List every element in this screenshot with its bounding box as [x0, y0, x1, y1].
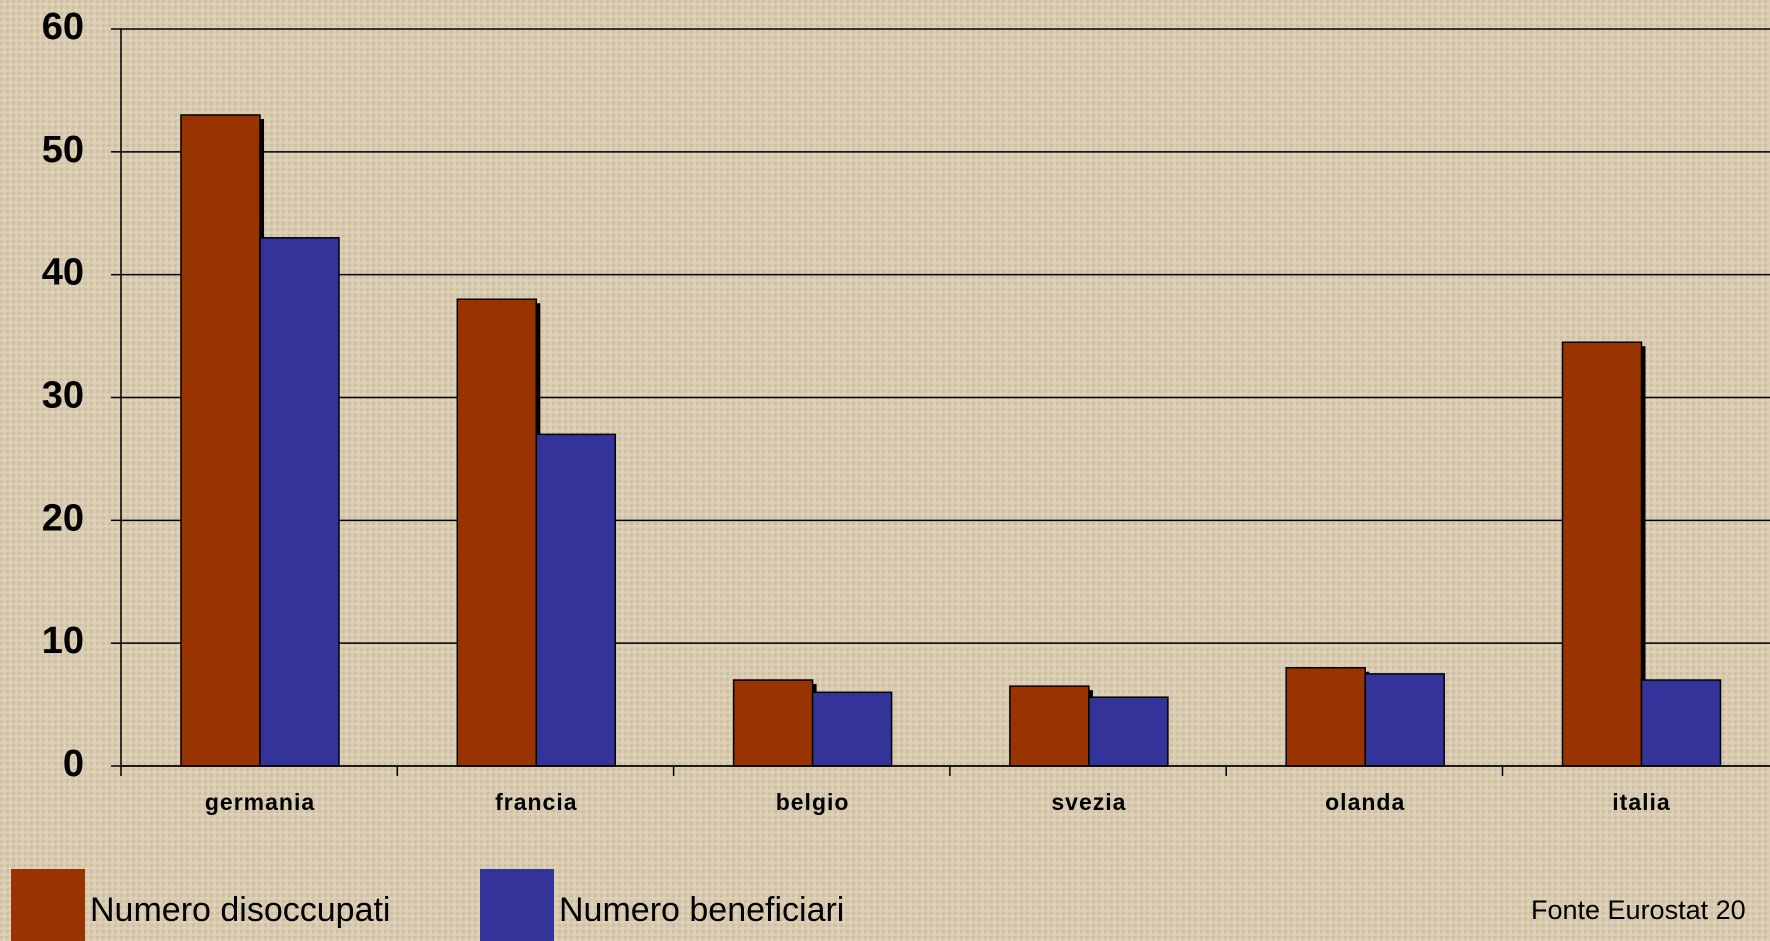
x-tick-label: olanda — [1325, 789, 1405, 815]
bar — [1640, 679, 1722, 767]
bar — [811, 691, 893, 767]
bar — [535, 433, 617, 767]
legend-label: Numero disoccupati — [90, 891, 390, 929]
bar — [456, 298, 538, 767]
bar — [1088, 696, 1169, 767]
bar — [180, 114, 261, 767]
y-tick-label: 60 — [42, 6, 84, 48]
legend-label: Numero beneficiari — [559, 891, 844, 929]
bar — [259, 237, 340, 767]
y-tick-label: 10 — [42, 620, 84, 662]
y-tick-label: 30 — [42, 375, 84, 417]
bar — [1364, 673, 1445, 767]
bar — [732, 679, 814, 767]
x-tick-label: italia — [1612, 789, 1670, 815]
y-tick-label: 40 — [42, 252, 84, 294]
bar — [1561, 341, 1643, 767]
bar — [1009, 685, 1090, 767]
x-tick-label: francia — [495, 789, 577, 815]
x-tick-label: germania — [205, 789, 315, 815]
source-note: Fonte Eurostat 20 — [1531, 895, 1746, 925]
x-tick-label: belgio — [776, 789, 850, 815]
y-tick-label: 50 — [42, 129, 84, 171]
x-tick-label: svezia — [1051, 789, 1126, 815]
legend-swatch — [11, 869, 85, 941]
y-tick-label: 20 — [42, 497, 84, 539]
legend-swatch — [480, 869, 554, 941]
y-tick-label: 0 — [63, 743, 84, 785]
bar — [1285, 666, 1366, 767]
